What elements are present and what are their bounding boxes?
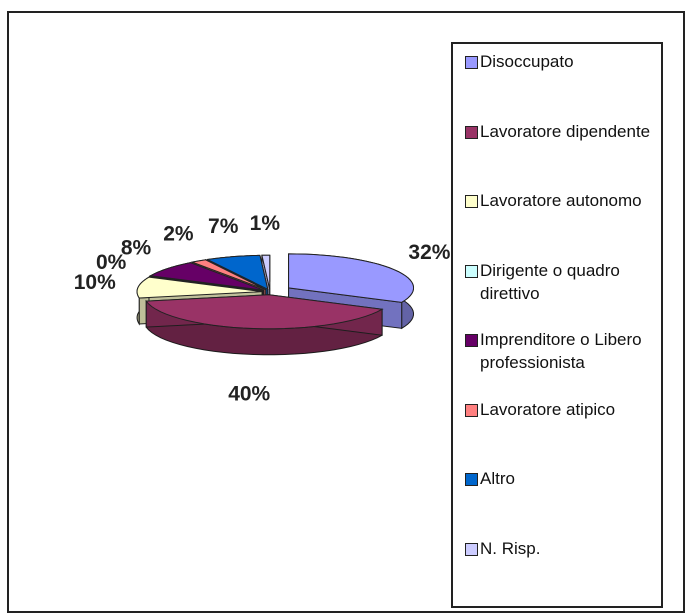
slice-top: [145, 294, 384, 330]
data-label: 32%: [408, 241, 450, 264]
slice-top: [190, 259, 266, 291]
legend-item: Dirigente o quadro direttivo: [465, 259, 661, 329]
data-label: 10%: [74, 271, 116, 294]
legend-label: Dirigente o quadro direttivo: [480, 260, 620, 303]
slice-top: [136, 276, 263, 299]
data-label: 0%: [96, 251, 127, 274]
legend-swatch: [465, 56, 478, 69]
slice-top: [261, 254, 271, 290]
legend-swatch: [465, 334, 478, 347]
legend-item: Imprenditore o Libero professionista: [465, 328, 661, 398]
data-label: 40%: [228, 382, 270, 405]
legend-swatch: [465, 264, 478, 278]
legend-item: Disoccupato: [465, 50, 661, 120]
slice-top: [149, 262, 265, 291]
legend-label: Lavoratore autonomo: [480, 191, 642, 210]
legend-item: Altro: [465, 467, 661, 537]
data-label: 2%: [163, 223, 194, 246]
legend: Disoccupato Lavoratore dipendente Lavorato…: [451, 42, 663, 608]
legend-swatch: [465, 403, 478, 417]
frame: [7, 11, 685, 613]
slice-side-shade: [146, 301, 383, 355]
legend-label: Lavoratore atipico: [480, 399, 616, 419]
legend-item: Lavoratore dipendente: [465, 120, 661, 190]
slice-top: [205, 254, 269, 291]
legend-label: N. Risp.: [480, 538, 541, 558]
legend-swatch: [465, 125, 478, 139]
legend-swatch: [465, 542, 478, 556]
legend-item: N. Risp.: [465, 537, 661, 607]
data-label: 7%: [208, 215, 239, 238]
legend-label: Altro: [480, 469, 515, 488]
legend-label: Lavoratore dipendente: [480, 121, 651, 141]
legend-swatch: [465, 473, 478, 486]
legend-item: Lavoratore autonomo: [465, 189, 661, 259]
data-label: 8%: [121, 237, 152, 260]
slice-top: [288, 253, 415, 303]
slice: [145, 294, 384, 356]
slice-top: [149, 275, 263, 292]
legend-item: Lavoratore atipico: [465, 398, 661, 468]
legend-swatch: [465, 195, 478, 208]
legend-label: Imprenditore o Libero professionista: [480, 330, 642, 372]
legend-label: Disoccupato: [480, 52, 574, 71]
data-label: 1%: [250, 212, 281, 235]
